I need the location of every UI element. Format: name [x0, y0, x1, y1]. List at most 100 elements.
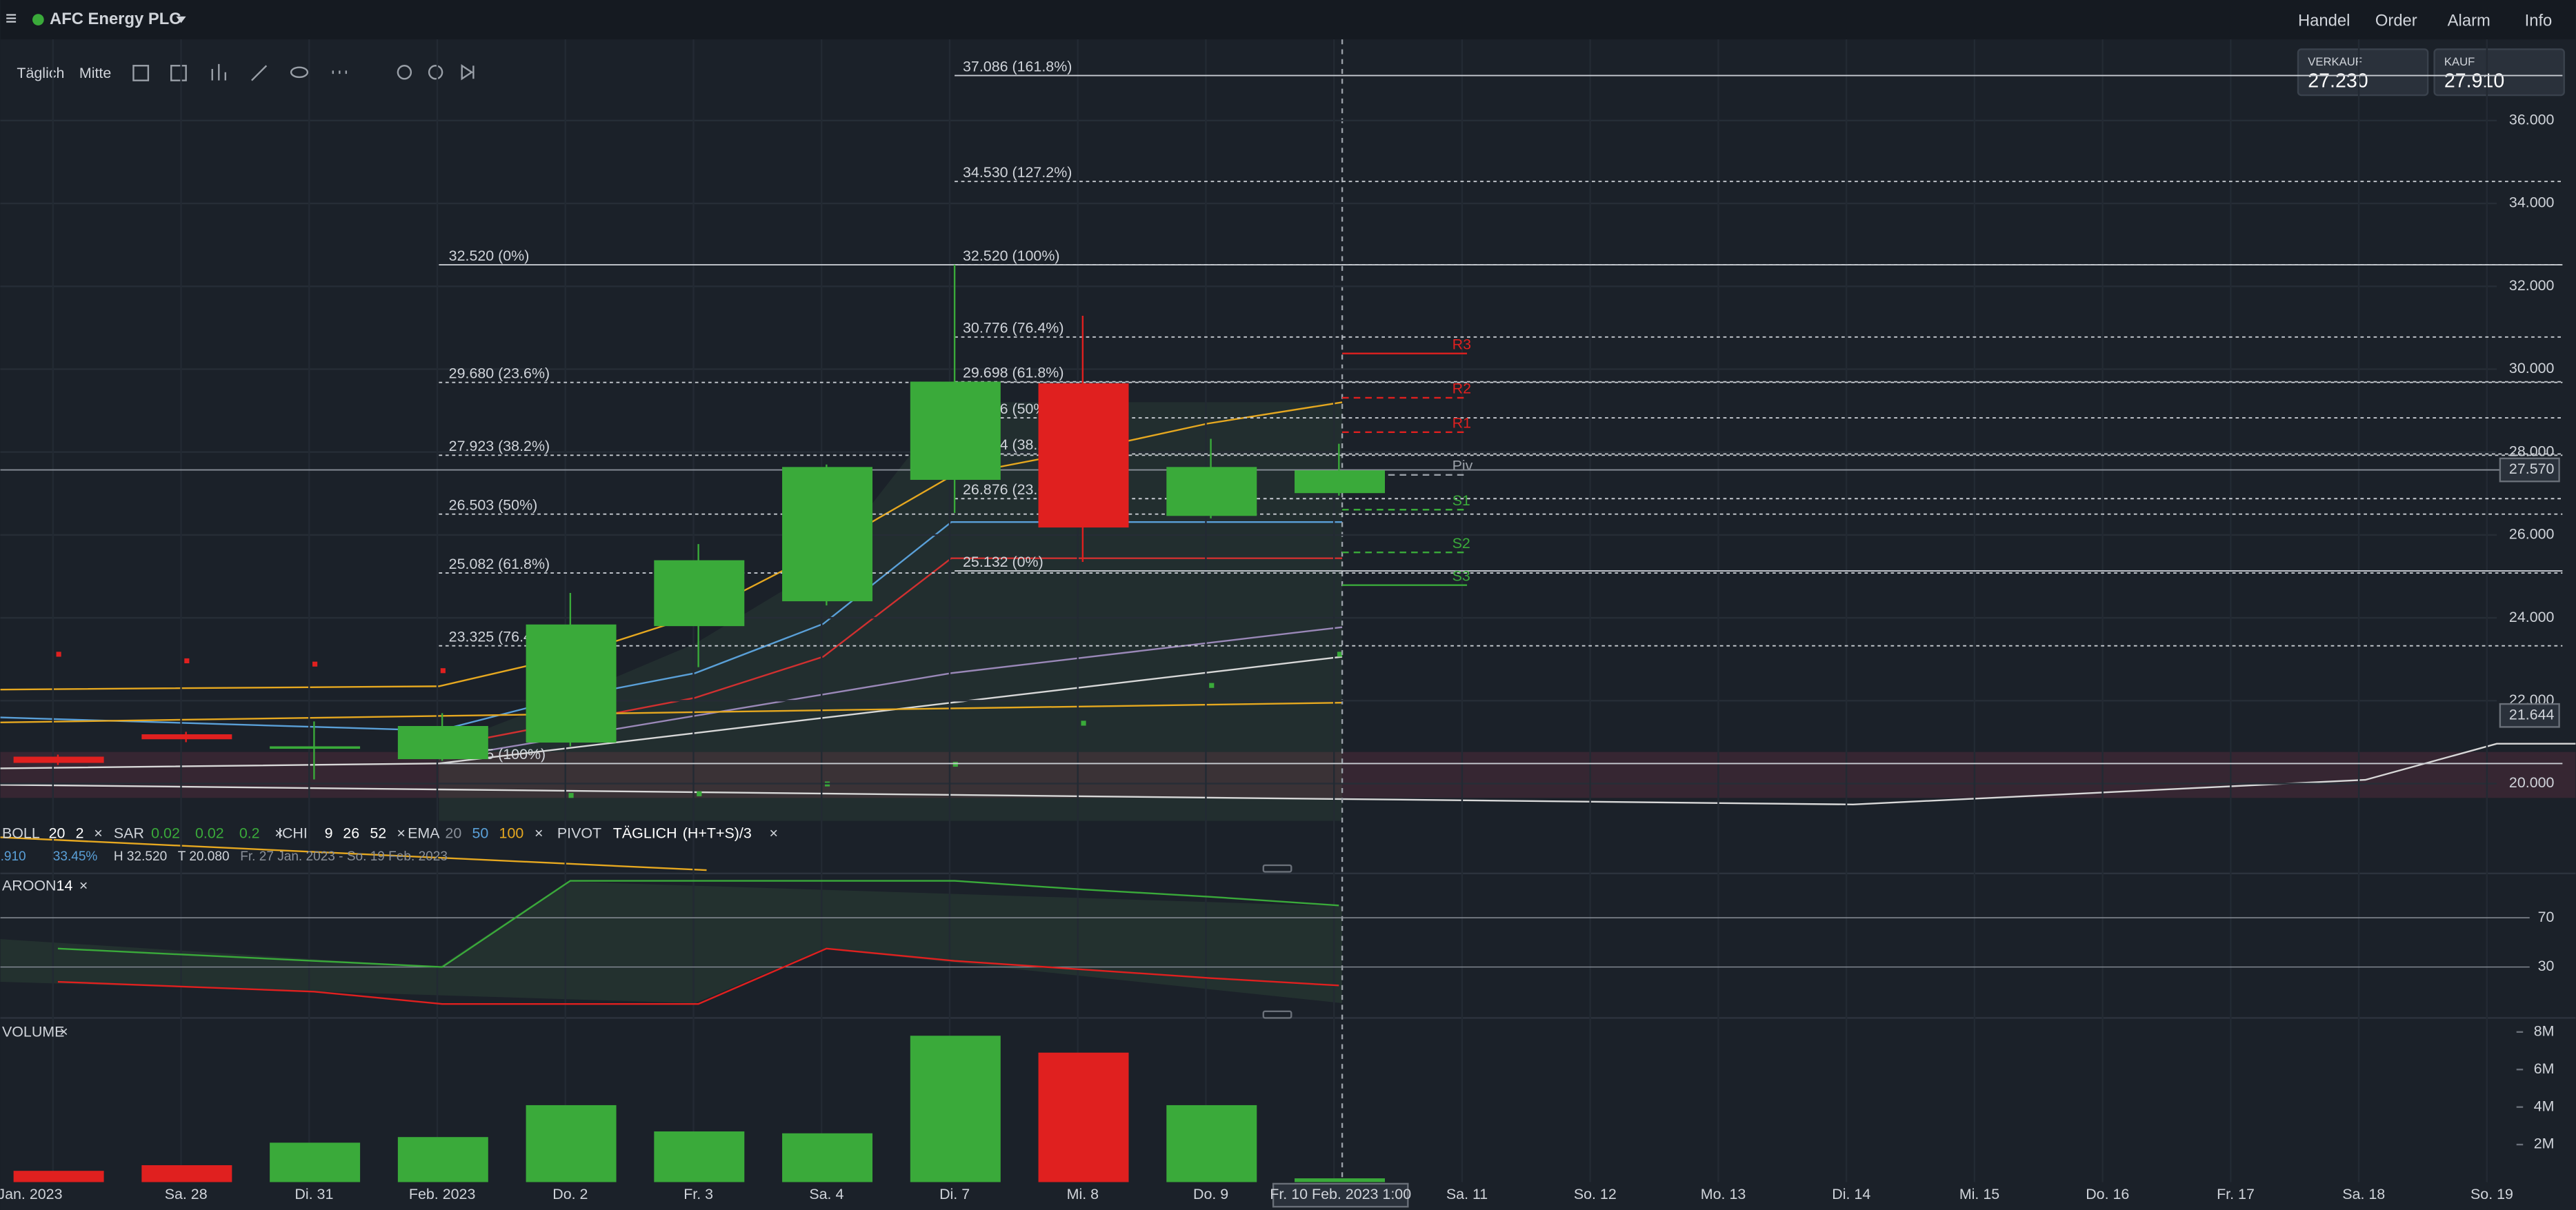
- aroon-line: [57, 947, 1339, 1005]
- volume-tick-label: 2M: [2534, 1136, 2555, 1152]
- toolbar-icons[interactable]: [132, 63, 475, 81]
- aroon-tick-label: 70: [2538, 909, 2555, 925]
- price-tag-label: 27.570: [2509, 461, 2555, 477]
- y-tick-label: 36.000: [2509, 112, 2555, 128]
- x-tick-label: Sa. 11: [1446, 1186, 1488, 1202]
- indicator-param: 52: [370, 825, 386, 841]
- menu-item[interactable]: Order: [2375, 11, 2417, 30]
- candle-body: [526, 624, 617, 743]
- volume-name[interactable]: VOLUME: [2, 1023, 64, 1040]
- candle-body: [13, 756, 104, 763]
- x-tick-label: Sa. 18: [2342, 1186, 2385, 1202]
- aroon-close[interactable]: ×: [79, 878, 88, 894]
- y-tick-label: 34.000: [2509, 194, 2555, 211]
- volume-bar: [397, 1137, 488, 1182]
- menu-item[interactable]: Alarm: [2448, 11, 2490, 30]
- volume-close[interactable]: ×: [59, 1023, 68, 1040]
- sar-dots: [56, 652, 1343, 798]
- quote-label: KAUF: [2444, 55, 2475, 68]
- y-tick-label: 32.000: [2509, 277, 2555, 294]
- volume-bar: [782, 1133, 873, 1182]
- close[interactable]: ×: [94, 825, 103, 841]
- x-tick-label: Fr. 3: [683, 1186, 713, 1202]
- x-tick-label: Do. 9: [1193, 1186, 1228, 1202]
- aroon-tick-label: 30: [2538, 958, 2555, 974]
- aroon-area: [0, 881, 1343, 1003]
- info-text: H 32.520: [114, 849, 167, 864]
- caret[interactable]: [176, 16, 186, 23]
- indicator-param: 50: [472, 825, 488, 841]
- x-tick-label: Jan. 2023: [0, 1186, 62, 1202]
- fib-label: 32.520 (0%): [449, 248, 530, 264]
- aroon-name[interactable]: AROON: [2, 878, 57, 894]
- instrument-name[interactable]: AFC Energy PLC: [50, 10, 181, 28]
- menu-item[interactable]: Info: [2525, 11, 2553, 30]
- quote-box[interactable]: [2297, 48, 2429, 97]
- mode[interactable]: Mitte: [79, 65, 111, 81]
- close[interactable]: ×: [769, 825, 778, 841]
- close[interactable]: ×: [535, 825, 543, 841]
- indicator-param: 20: [49, 825, 66, 841]
- volume-bar: [270, 1142, 361, 1182]
- x-tick-label: Mo. 13: [1701, 1186, 1746, 1202]
- candle-body: [910, 381, 1001, 480]
- info-text: 33.45%: [53, 849, 98, 864]
- panel-handle[interactable]: [1262, 1010, 1292, 1019]
- indicator-param: 26: [343, 825, 359, 841]
- x-tick-label: Mi. 8: [1067, 1186, 1099, 1202]
- fib-label: 37.086 (161.8%): [963, 58, 1072, 74]
- x-tick-label: Do. 16: [2086, 1186, 2129, 1202]
- price-tag: [2499, 703, 2560, 728]
- x-tick-label: Di. 31: [294, 1186, 333, 1202]
- info-text: Fr. 27 Jan. 2023 - So. 19 Feb. 2023: [240, 849, 448, 864]
- close[interactable]: ×: [274, 825, 283, 841]
- fib-label: 26.503 (50%): [449, 496, 538, 513]
- fib-label: 29.698 (61.8%): [963, 364, 1064, 381]
- x-tick-label: So. 12: [1574, 1186, 1617, 1202]
- fib-label: 32.520 (100%): [963, 248, 1060, 264]
- y-tick-label: 24.000: [2509, 609, 2555, 625]
- pivot-label: R3: [1452, 336, 1471, 352]
- menu-icon[interactable]: ≡: [6, 8, 17, 30]
- candle-body: [1295, 470, 1385, 494]
- fib-label: 30.776 (76.4%): [963, 320, 1064, 336]
- price-tag-label: 21.644: [2509, 706, 2555, 723]
- y-tick-label: 20.000: [2509, 774, 2555, 791]
- x-tick-label: Feb. 2023: [409, 1186, 475, 1202]
- candle-body: [141, 734, 232, 740]
- indicator-name[interactable]: ICHI: [278, 825, 308, 841]
- volume-tick-label: 4M: [2534, 1098, 2555, 1114]
- x-tick-label: Sa. 28: [165, 1186, 208, 1202]
- volume-tick-label: 8M: [2534, 1022, 2555, 1039]
- volume-bar: [654, 1131, 745, 1182]
- header-bar: [0, 0, 2576, 40]
- indicator-name[interactable]: PIVOT: [557, 825, 601, 841]
- candle-body: [654, 560, 745, 627]
- x-tick-label: Do. 2: [552, 1186, 588, 1202]
- interval[interactable]: Täglich: [17, 65, 64, 81]
- fib-label: 27.923 (38.2%): [449, 438, 550, 454]
- x-tick-label: Di. 14: [1832, 1186, 1870, 1202]
- x-tick-label: Fr. 17: [2217, 1186, 2255, 1202]
- volume-bar: [526, 1105, 617, 1182]
- menu-item[interactable]: Handel: [2298, 11, 2350, 30]
- volume-bar: [1166, 1105, 1257, 1182]
- volume-bar: [13, 1171, 104, 1182]
- x-label-highlight: [1272, 1182, 1409, 1208]
- indicator-name[interactable]: BOLL: [2, 825, 40, 841]
- indicator-param: (H+T+S)/3: [683, 825, 752, 841]
- pivot-label: R1: [1452, 415, 1471, 432]
- indicator-param: TÄGLICH: [613, 825, 677, 841]
- indicator-param: 20: [445, 825, 461, 841]
- indicator-name[interactable]: EMA: [408, 825, 440, 841]
- pivot-label: S2: [1452, 535, 1470, 552]
- indicator-param: 2: [76, 825, 84, 841]
- close[interactable]: ×: [397, 825, 406, 841]
- indicator-name[interactable]: SAR: [114, 825, 144, 841]
- volume-bar: [141, 1165, 232, 1182]
- panel-handle[interactable]: [1262, 864, 1292, 873]
- quote-box[interactable]: [2433, 48, 2565, 97]
